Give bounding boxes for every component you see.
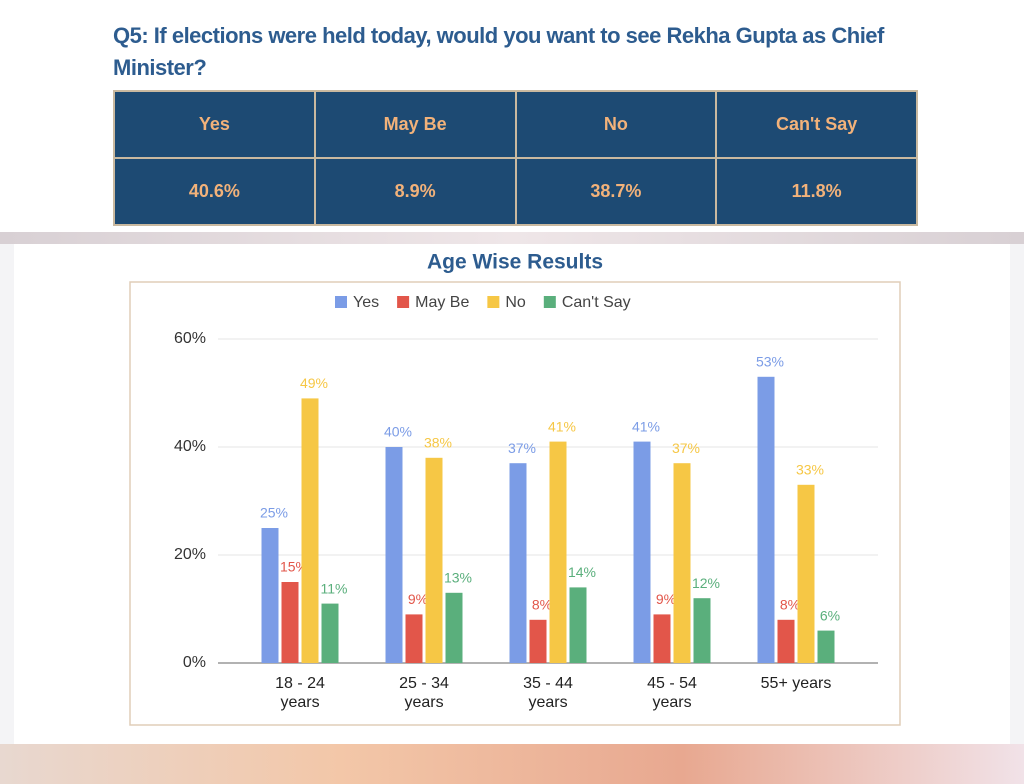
- data-label: 15%: [280, 559, 308, 575]
- bar: [321, 603, 339, 663]
- data-label: 33%: [796, 462, 824, 478]
- bar: [261, 528, 279, 663]
- x-tick-label: 25 - 34 years: [399, 675, 449, 711]
- legend-label: May Be: [415, 294, 469, 311]
- legend-label: Can't Say: [562, 294, 631, 311]
- bar: [385, 447, 403, 663]
- data-label: 14%: [568, 564, 596, 580]
- header-cell: May Be: [313, 90, 517, 159]
- bar: [673, 463, 691, 663]
- data-label: 12%: [692, 575, 720, 591]
- bar: [757, 376, 775, 663]
- data-label: 8%: [780, 597, 800, 613]
- question: Q5: If elections were held today, would …: [113, 23, 884, 80]
- y-tick-label: 60%: [174, 330, 206, 347]
- legend-swatch: [487, 296, 500, 308]
- bar: [797, 484, 815, 663]
- legend-label: No: [505, 294, 526, 311]
- legend-swatch: [397, 296, 410, 308]
- value-cell: 8.9%: [313, 157, 517, 226]
- x-tick-label: 35 - 44 years: [523, 675, 573, 711]
- bar: [653, 614, 671, 663]
- legend-label: Yes: [353, 294, 379, 311]
- x-tick-label: 45 - 54 years: [647, 675, 697, 711]
- data-label: 37%: [508, 440, 536, 456]
- divider: [0, 232, 1024, 244]
- x-tick-label: 18 - 24 years: [275, 675, 325, 711]
- bar: [425, 457, 443, 663]
- data-label: 6%: [820, 607, 840, 623]
- header-cell: Yes: [113, 90, 316, 159]
- data-label: 8%: [532, 597, 552, 613]
- data-label: 41%: [632, 418, 660, 434]
- bar: [777, 619, 795, 663]
- bar: [693, 598, 711, 663]
- data-label: 53%: [756, 354, 784, 370]
- data-label: 25%: [260, 505, 288, 521]
- x-tick-label: 55+ years: [760, 675, 832, 692]
- y-tick-label: 0%: [183, 654, 206, 671]
- chart: Age Wise Results 0% 20% 40% 60% Yes May Be No C…: [129, 251, 901, 726]
- data-label: 11%: [321, 580, 348, 596]
- data-label: 37%: [672, 440, 700, 456]
- footer-strip: [0, 744, 1024, 784]
- question-panel: Q5: If elections were held today, would …: [0, 0, 1024, 232]
- bar: [817, 630, 835, 663]
- legend-swatch: [335, 296, 347, 308]
- data-label: 13%: [444, 570, 472, 586]
- data-label: 49%: [300, 375, 328, 391]
- bar: [549, 441, 567, 663]
- data-label: 9%: [656, 591, 676, 607]
- y-tick-label: 40%: [174, 438, 206, 455]
- bar: [509, 463, 527, 663]
- header-row: Yes May Be No Can't Say: [113, 90, 918, 159]
- bar: [445, 592, 463, 663]
- bar: [529, 619, 547, 663]
- legend-swatch: [543, 296, 556, 308]
- header-cell: No: [514, 90, 718, 159]
- value-row: 40.6% 8.9% 38.7% 11.8%: [113, 157, 918, 226]
- summary-table: Yes May Be No Can't Say 40.6% 8.9% 38.7%…: [113, 90, 918, 226]
- chart-title: Age Wise Results: [427, 251, 603, 274]
- y-tick-label: 20%: [174, 546, 206, 563]
- data-label: 40%: [384, 424, 412, 440]
- value-cell: 40.6%: [113, 157, 316, 226]
- data-label: 41%: [548, 418, 576, 434]
- bar: [301, 398, 319, 663]
- value-cell: 38.7%: [514, 157, 718, 226]
- header-cell: Can't Say: [715, 90, 918, 159]
- bar: [569, 587, 587, 663]
- bar: [405, 614, 423, 663]
- value-cell: 11.8%: [715, 157, 918, 226]
- data-label: 9%: [408, 591, 428, 607]
- bar: [281, 582, 299, 663]
- bar: [633, 441, 651, 663]
- data-label: 38%: [424, 435, 452, 451]
